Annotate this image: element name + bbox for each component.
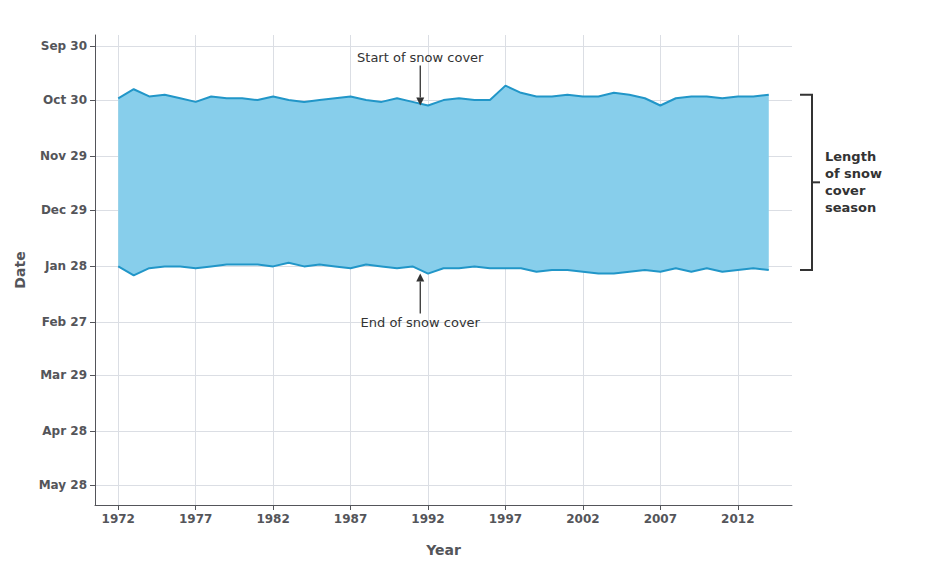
svg-text:Dec 29: Dec 29 (41, 203, 87, 217)
svg-text:season: season (825, 200, 876, 215)
svg-text:Feb 27: Feb 27 (42, 315, 87, 329)
svg-text:1972: 1972 (102, 512, 135, 526)
svg-text:Sep 30: Sep 30 (41, 39, 87, 53)
svg-text:Apr 28: Apr 28 (42, 424, 87, 438)
svg-text:2002: 2002 (566, 512, 599, 526)
svg-text:1992: 1992 (411, 512, 444, 526)
svg-text:2012: 2012 (721, 512, 754, 526)
svg-text:1997: 1997 (489, 512, 522, 526)
svg-text:Mar 29: Mar 29 (40, 368, 87, 382)
svg-text:Nov 29: Nov 29 (40, 149, 87, 163)
svg-text:1982: 1982 (256, 512, 289, 526)
svg-text:2007: 2007 (644, 512, 677, 526)
svg-text:Start of snow cover: Start of snow cover (357, 50, 484, 65)
svg-text:Oct 30: Oct 30 (43, 93, 87, 107)
svg-text:of snow: of snow (825, 166, 882, 181)
svg-text:End of snow cover: End of snow cover (361, 315, 481, 330)
svg-text:1977: 1977 (179, 512, 212, 526)
svg-text:Year: Year (425, 542, 461, 558)
svg-text:Length: Length (825, 149, 876, 164)
svg-text:May 28: May 28 (39, 478, 87, 492)
svg-text:cover: cover (825, 183, 866, 198)
svg-text:Jan 28: Jan 28 (44, 259, 87, 273)
svg-text:1987: 1987 (334, 512, 367, 526)
svg-text:Date: Date (12, 251, 28, 288)
